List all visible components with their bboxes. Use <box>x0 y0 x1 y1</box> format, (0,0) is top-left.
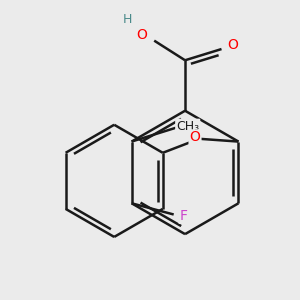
Text: F: F <box>179 209 188 223</box>
Text: O: O <box>136 28 147 42</box>
Text: H: H <box>123 13 132 26</box>
Text: CH₃: CH₃ <box>176 120 199 133</box>
Text: O: O <box>227 38 238 52</box>
Text: O: O <box>190 130 200 144</box>
